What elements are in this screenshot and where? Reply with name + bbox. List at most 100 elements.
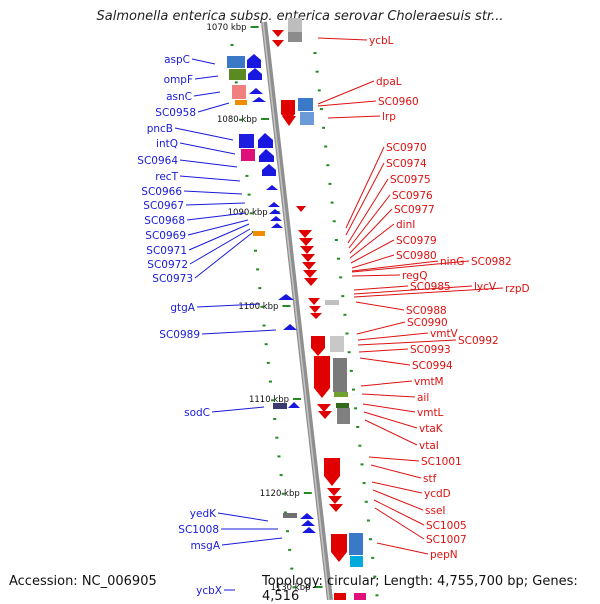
gene-label-sc0976[interactable]: SC0976 [392, 190, 433, 202]
position-dash [268, 380, 272, 383]
feature-block-gray [283, 513, 297, 518]
gene-label-sc0982[interactable]: SC0982 [471, 256, 512, 268]
feature-arrow-plus [331, 534, 347, 562]
gene-label-stf[interactable]: stf [423, 473, 437, 485]
gene-leader-line [371, 481, 423, 494]
gene-label-sc0990[interactable]: SC0990 [407, 317, 448, 329]
feature-arrow-plus [302, 262, 316, 270]
position-dash [292, 586, 296, 589]
gene-label-gtga[interactable]: gtgA [170, 302, 195, 314]
gene-label-ail[interactable]: ail [417, 392, 429, 404]
feature-arrow-plus [303, 270, 317, 278]
gene-label-ompf[interactable]: ompF [164, 74, 193, 86]
feature-arrow-plus [318, 411, 332, 419]
gene-label-msga[interactable]: msgA [190, 540, 220, 552]
position-dash [264, 343, 268, 346]
position-dash [286, 530, 290, 533]
gene-label-vtai[interactable]: vtaI [419, 440, 439, 452]
gene-label-vmtm[interactable]: vmtM [414, 376, 444, 388]
position-dash [371, 556, 375, 559]
gene-label-sc0988[interactable]: SC0988 [406, 305, 447, 317]
gene-label-sc0968[interactable]: SC0968 [144, 215, 185, 227]
gene-leader-line [194, 232, 253, 279]
gene-label-sc0971[interactable]: SC0971 [146, 245, 187, 257]
gene-leader-line [353, 287, 504, 298]
feature-block-magenta [354, 593, 366, 600]
position-dash [356, 426, 360, 428]
feature-block-red [334, 593, 346, 600]
feature-block-blue [298, 98, 313, 111]
gene-label-sc0993[interactable]: SC0993 [410, 344, 451, 356]
gene-label-sc1007[interactable]: SC1007 [426, 534, 467, 546]
gene-label-sc1008[interactable]: SC1008 [178, 524, 219, 536]
gene-leader-line [357, 332, 429, 341]
gene-label-rect[interactable]: recT [155, 171, 178, 183]
gene-label-vmtl[interactable]: vmtL [417, 407, 444, 419]
feature-arrow-plus [272, 40, 284, 47]
feature-arrow-plus [310, 313, 322, 319]
gene-label-sc0960[interactable]: SC0960 [378, 96, 419, 108]
gene-label-sc0994[interactable]: SC0994 [412, 360, 453, 372]
gene-leader-line [373, 499, 425, 526]
feature-block-pink [232, 85, 246, 99]
gene-label-lycv[interactable]: lycV [474, 281, 497, 293]
feature-arrow-minus [283, 324, 297, 330]
gene-label-intq[interactable]: intQ [156, 138, 178, 150]
gene-label-sc1001[interactable]: SC1001 [421, 456, 462, 468]
position-dash [351, 388, 355, 391]
gene-leader-line [187, 219, 249, 236]
gene-label-ning[interactable]: ninG [440, 256, 464, 268]
gene-leader-line [350, 239, 395, 264]
scale-tick-label: 1110 kbp [249, 395, 289, 405]
gene-label-pncb[interactable]: pncB [147, 123, 173, 135]
gene-label-sc0992[interactable]: SC0992 [458, 335, 499, 347]
position-dash [254, 249, 258, 252]
gene-label-vtak[interactable]: vtaK [419, 423, 444, 435]
gene-label-sc1005[interactable]: SC1005 [426, 520, 467, 532]
position-dash [364, 500, 368, 503]
gene-label-aspc[interactable]: aspC [164, 54, 190, 66]
gene-label-sc0974[interactable]: SC0974 [386, 158, 427, 170]
feature-arrow-minus [266, 185, 278, 190]
position-dash [239, 118, 243, 121]
gene-label-sc0969[interactable]: SC0969 [145, 230, 186, 242]
feature-arrow-plus [272, 30, 284, 37]
gene-label-ycdd[interactable]: ycdD [424, 488, 451, 500]
gene-label-sc0972[interactable]: SC0972 [147, 259, 188, 271]
gene-label-sodc[interactable]: sodC [184, 407, 210, 419]
gene-label-sc0964[interactable]: SC0964 [137, 155, 178, 167]
gene-leader-line [197, 102, 230, 113]
gene-label-yedk[interactable]: yedK [190, 508, 217, 520]
feature-arrow-plus [298, 230, 312, 238]
position-dash [354, 407, 358, 410]
gene-label-rzpd[interactable]: rzpD [505, 283, 530, 295]
gene-label-asnc[interactable]: asnC [166, 91, 192, 103]
gene-label-sc0973[interactable]: SC0973 [152, 273, 193, 285]
genome-backbone-highlight [262, 21, 330, 600]
gene-leader-line [193, 91, 221, 97]
gene-leader-line [201, 329, 277, 335]
gene-label-sc0977[interactable]: SC0977 [394, 204, 435, 216]
gene-label-sc0975[interactable]: SC0975 [390, 174, 431, 186]
gene-label-regq[interactable]: regQ [402, 270, 427, 282]
gene-label-sc0970[interactable]: SC0970 [386, 142, 427, 154]
gene-label-ycbx[interactable]: ycbX [196, 585, 222, 597]
position-dash [366, 519, 370, 522]
gene-label-vmtv[interactable]: vmtV [430, 328, 459, 340]
gene-label-pepn[interactable]: pepN [430, 549, 458, 561]
gene-label-ssei[interactable]: sseI [425, 505, 446, 517]
gene-leader-line [221, 537, 283, 546]
gene-label-sc0980[interactable]: SC0980 [396, 250, 437, 262]
gene-label-sc0989[interactable]: SC0989 [159, 329, 200, 341]
feature-arrow-plus [314, 356, 330, 398]
gene-label-sc0967[interactable]: SC0967 [143, 200, 184, 212]
gene-leader-line [351, 274, 401, 277]
position-dash [315, 70, 319, 73]
gene-label-sc0966[interactable]: SC0966 [141, 186, 182, 198]
gene-label-dini[interactable]: dinI [396, 219, 415, 231]
gene-label-sc0979[interactable]: SC0979 [396, 235, 437, 247]
gene-label-lrp[interactable]: lrp [382, 111, 396, 123]
gene-label-ycbl[interactable]: ycbL [369, 35, 394, 47]
gene-label-sc0958[interactable]: SC0958 [155, 107, 196, 119]
gene-label-dpal[interactable]: dpaL [376, 76, 402, 88]
